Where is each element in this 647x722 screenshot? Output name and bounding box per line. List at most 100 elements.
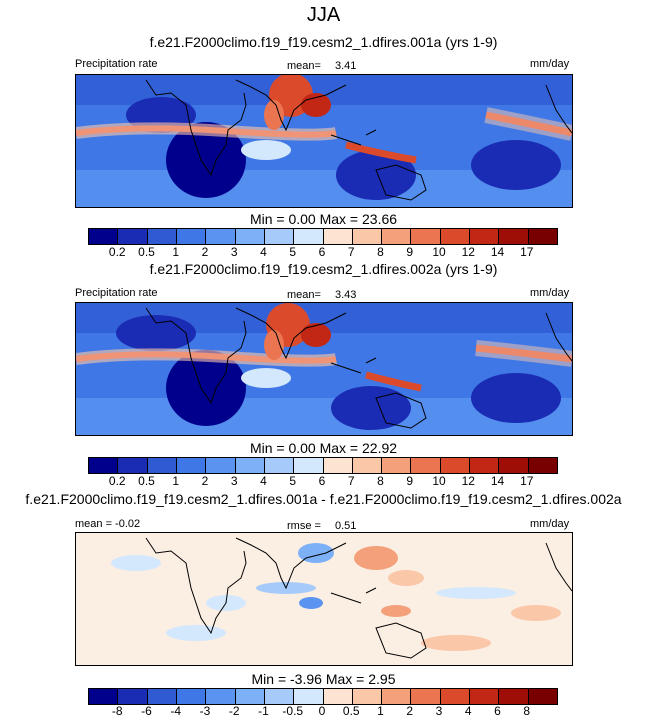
- colorbar-tick-label: 0.5: [138, 474, 155, 488]
- panel-2-colorbar-ticks: 0.2 0.5 1 2 3 4 5 6 7 8 9 10 12 14 17: [88, 474, 558, 490]
- panel-3-min-value: -3.96: [290, 671, 322, 687]
- panel-1-max-value: 23.66: [362, 211, 398, 227]
- colorbar-swatch: [294, 458, 324, 473]
- colorbar-tick-label: 8: [377, 474, 384, 488]
- colorbar-swatch: [528, 229, 557, 244]
- main-title: JJA: [306, 4, 341, 26]
- colorbar-tick-label: 5: [289, 474, 297, 488]
- panel-1-title: f.e21.F2000climo.f19_f19.cesm2_1.dfires.…: [149, 34, 498, 50]
- panel-3-colorbar-ticks: -8 -6 -4 -3 -2 -1 -0.5 0 0.5 1 2 3 4 6 8: [88, 704, 558, 720]
- colorbar-swatch: [470, 689, 500, 704]
- colorbar-tick-label: 17: [520, 245, 534, 259]
- colorbar-swatch: [235, 689, 265, 704]
- colorbar-tick-label: 4: [464, 704, 472, 718]
- panel-1-min-label: Min =: [249, 211, 285, 227]
- colorbar-tick-label: 4: [260, 474, 267, 488]
- panel-1-map: [75, 74, 573, 208]
- colorbar-swatch: [264, 458, 295, 473]
- panel-1-min-value: 0.00: [288, 211, 316, 227]
- colorbar-swatch: [89, 229, 119, 244]
- colorbar-tick-label: 0.5: [138, 245, 155, 259]
- colorbar-tick-label: 3: [230, 474, 238, 488]
- panel-3-map-svg: [76, 533, 572, 665]
- colorbar-tick-label: 0.5: [342, 704, 360, 718]
- panel-2-mean-value: 3.43: [335, 289, 357, 301]
- colorbar-swatch: [470, 229, 500, 244]
- colorbar-tick-label: 6: [494, 704, 501, 718]
- colorbar-tick-label: 5: [289, 245, 297, 259]
- colorbar-swatch: [411, 689, 441, 704]
- panel-3-max-label: Max =: [325, 671, 365, 687]
- colorbar-swatch: [323, 458, 353, 473]
- colorbar-swatch: [499, 458, 529, 473]
- panel-2-mean-label: mean=: [287, 289, 321, 301]
- colorbar-tick-label: 12: [461, 245, 475, 259]
- colorbar-tick-label: -3: [199, 704, 211, 718]
- colorbar-swatch: [264, 689, 295, 704]
- colorbar-tick-label: 0.2: [108, 474, 126, 488]
- colorbar-tick-label: -4: [170, 704, 182, 718]
- colorbar-swatch: [147, 689, 177, 704]
- colorbar-tick-label: 0: [318, 704, 326, 718]
- colorbar-swatch: [147, 229, 177, 244]
- colorbar-swatch: [118, 229, 148, 244]
- colorbar-swatch: [499, 689, 529, 704]
- panel-2-map-svg: [76, 303, 572, 435]
- colorbar-swatch: [352, 458, 383, 473]
- colorbar-swatch: [352, 229, 383, 244]
- colorbar-tick-label: 6: [318, 245, 326, 259]
- colorbar-tick-label: 3: [435, 704, 443, 718]
- panel-1-minmax: Min = 0.00 Max = 23.66: [0, 211, 647, 227]
- colorbar-tick-label: 7: [347, 245, 355, 259]
- panel-2-map: [75, 302, 573, 436]
- colorbar-tick-label: 14: [490, 474, 505, 488]
- panel-2-max-value: 22.92: [362, 440, 398, 456]
- panel-3-mean-label: rmse =: [287, 520, 321, 532]
- colorbar-tick-label: 8: [377, 245, 384, 259]
- colorbar-swatch: [323, 229, 353, 244]
- colorbar-tick-label: 3: [230, 245, 238, 259]
- colorbar-swatch: [89, 458, 119, 473]
- colorbar-swatch: [294, 689, 324, 704]
- colorbar-swatch: [235, 229, 265, 244]
- colorbar-tick-label: -1: [258, 704, 269, 718]
- panel-2-minmax: Min = 0.00 Max = 22.92: [0, 440, 647, 456]
- colorbar-swatch: [176, 229, 207, 244]
- colorbar-swatch: [206, 458, 236, 473]
- panel-3-units: mm/day: [530, 518, 570, 530]
- panel-1-mean-label: mean=: [287, 60, 321, 72]
- colorbar-swatch: [382, 689, 412, 704]
- colorbar-tick-label: 17: [520, 474, 534, 488]
- colorbar-tick-label: 7: [347, 474, 355, 488]
- colorbar-swatch: [411, 229, 441, 244]
- colorbar-tick-label: 1: [172, 474, 180, 488]
- panel-1-left-label: Precipitation rate: [75, 58, 158, 70]
- colorbar-tick-label: 10: [432, 245, 446, 259]
- colorbar-tick-label: 1: [172, 245, 180, 259]
- colorbar-swatch: [206, 229, 236, 244]
- panel-1-map-svg: [76, 75, 572, 207]
- colorbar-tick-label: 6: [318, 474, 326, 488]
- panel-1-mean-value: 3.41: [335, 60, 357, 72]
- panel-2-title: f.e21.F2000climo.f19_f19.cesm2_1.dfires.…: [149, 261, 498, 277]
- colorbar-swatch: [528, 689, 557, 704]
- colorbar-swatch: [440, 458, 471, 473]
- colorbar-swatch: [89, 689, 119, 704]
- panel-2-colorbar: [88, 457, 558, 474]
- colorbar-tick-label: -6: [141, 704, 152, 718]
- panel-1-colorbar-ticks: 0.2 0.5 1 2 3 4 5 6 7 8 9 10 12 14 17: [88, 245, 558, 261]
- colorbar-swatch: [382, 229, 412, 244]
- colorbar-tick-label: 12: [461, 474, 475, 488]
- colorbar-tick-label: 0.2: [108, 245, 126, 259]
- colorbar-swatch: [147, 458, 177, 473]
- colorbar-swatch: [323, 689, 353, 704]
- panel-2-max-label: Max =: [319, 440, 359, 456]
- colorbar-swatch: [118, 458, 148, 473]
- panel-2-min-value: 0.00: [288, 440, 316, 456]
- colorbar-tick-label: -0.5: [282, 704, 304, 718]
- colorbar-swatch: [294, 229, 324, 244]
- colorbar-tick-label: 14: [490, 245, 505, 259]
- colorbar-swatch: [118, 689, 148, 704]
- colorbar-swatch: [440, 229, 471, 244]
- panel-3-left-label: mean = -0.02: [75, 518, 141, 530]
